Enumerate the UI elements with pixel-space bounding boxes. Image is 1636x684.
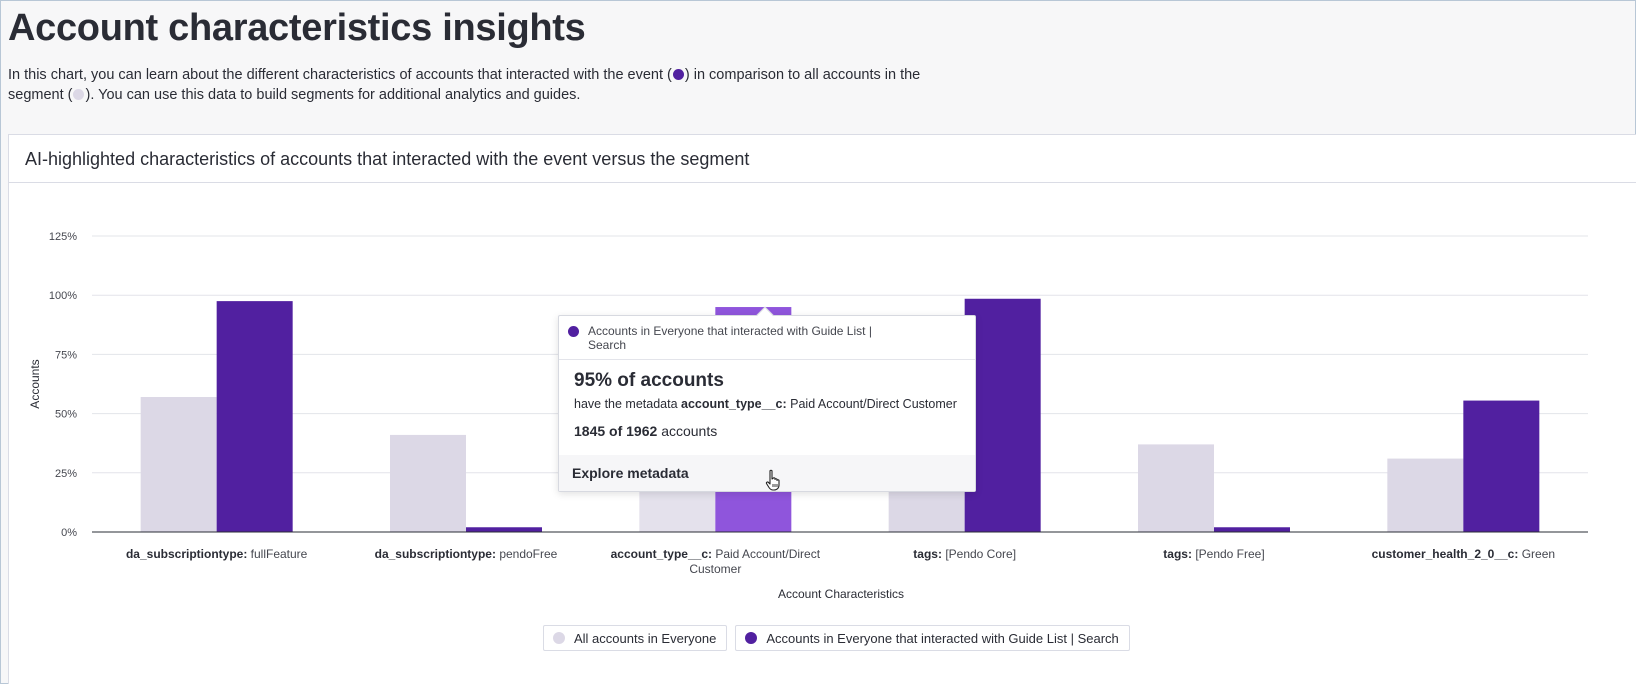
bar-segment xyxy=(1138,444,1214,532)
y-axis-label: Accounts xyxy=(28,359,42,408)
event-dot-icon xyxy=(672,69,684,80)
bar-event xyxy=(466,527,542,532)
legend-item-segment[interactable]: All accounts in Everyone xyxy=(543,625,728,651)
page-description: In this chart, you can learn about the d… xyxy=(8,67,921,103)
bar-segment xyxy=(140,397,217,532)
y-tick-label: 125% xyxy=(49,231,77,243)
page-title: Account characteristics insights xyxy=(8,7,586,49)
segment-dot-icon xyxy=(73,89,85,100)
x-tick-label: account_type__c: Paid Account/Direct Cust… xyxy=(611,547,821,576)
tooltip-description: have the metadata account_type__c: Paid … xyxy=(574,397,957,411)
legend-item-event[interactable]: Accounts in Everyone that interacted wit… xyxy=(735,625,1130,651)
hand-cursor-icon xyxy=(765,469,780,491)
y-tick-label: 25% xyxy=(55,468,77,480)
bar-event xyxy=(1463,400,1540,532)
card-title: AI-highlighted characteristics of accoun… xyxy=(9,135,1636,183)
x-tick-label: da_subscriptiontype: pendoFree xyxy=(375,547,558,561)
bar-event xyxy=(1214,527,1290,532)
segment-swatch-icon xyxy=(553,632,565,644)
tooltip-series: Accounts in Everyone that interacted wit… xyxy=(559,316,975,360)
chart-legend: All accounts in Everyone Accounts in Eve… xyxy=(543,625,1130,651)
bar-segment xyxy=(1387,458,1464,532)
x-tick-label: tags: [Pendo Free] xyxy=(1163,547,1264,561)
x-tick-label: da_subscriptiontype: fullFeature xyxy=(126,547,308,561)
x-tick-label: tags: [Pendo Core] xyxy=(913,547,1016,561)
bar-event xyxy=(964,298,1041,532)
chart-tooltip: Accounts in Everyone that interacted wit… xyxy=(558,306,976,492)
y-tick-label: 100% xyxy=(49,290,77,302)
y-tick-label: 50% xyxy=(55,409,77,421)
event-swatch-icon xyxy=(568,326,579,337)
event-swatch-icon xyxy=(745,632,758,644)
bar-segment xyxy=(390,434,466,532)
y-tick-label: 75% xyxy=(55,349,77,361)
x-tick-label: customer_health_2_0__c: Green xyxy=(1372,547,1555,561)
x-axis-label: Account Characteristics xyxy=(778,587,904,601)
explore-metadata-link[interactable]: Explore metadata xyxy=(559,455,975,491)
y-tick-label: 0% xyxy=(61,527,77,539)
bar-event xyxy=(216,301,293,532)
tooltip-count: 1845 of 1962 accounts xyxy=(574,423,718,439)
tooltip-percent: 95% of accounts xyxy=(574,370,724,391)
